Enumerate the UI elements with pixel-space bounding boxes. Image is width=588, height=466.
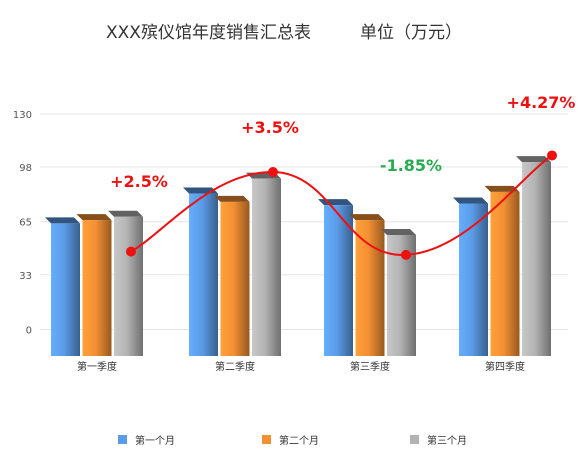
category-label: 第四季度 bbox=[485, 360, 525, 373]
trend-point bbox=[268, 167, 278, 178]
trend-point bbox=[547, 150, 557, 161]
y-tick-label: 130 bbox=[13, 110, 32, 121]
trend-point bbox=[126, 246, 136, 257]
bar bbox=[108, 210, 143, 356]
legend-swatch-2 bbox=[262, 435, 271, 444]
label-layer: +2.5% +3.5% -1.85% +4.27% bbox=[110, 93, 575, 191]
bar bbox=[246, 172, 281, 356]
category-label: 第三季度 bbox=[350, 360, 390, 373]
y-tick-label: 33 bbox=[19, 271, 32, 282]
trend-layer bbox=[126, 150, 557, 260]
bar bbox=[381, 229, 416, 356]
change-label: -1.85% bbox=[380, 156, 442, 175]
bar bbox=[484, 185, 520, 356]
unit-label: 单位（万元） bbox=[360, 23, 462, 43]
bar bbox=[76, 214, 112, 356]
bar bbox=[183, 187, 218, 356]
legend-label-1: 第一个月 bbox=[135, 436, 175, 447]
legend-swatch-3 bbox=[410, 435, 419, 444]
bar bbox=[453, 197, 488, 356]
bar bbox=[516, 156, 551, 356]
change-label: +3.5% bbox=[241, 118, 299, 137]
legend-swatch-1 bbox=[118, 435, 127, 444]
legend-item-2: 第二个月 bbox=[262, 432, 319, 447]
legend-item-1: 第一个月 bbox=[118, 432, 175, 447]
category-label: 第一季度 bbox=[77, 360, 117, 373]
change-label: +2.5% bbox=[110, 172, 168, 191]
trend-line bbox=[130, 154, 553, 256]
y-tick-label: 65 bbox=[19, 218, 32, 229]
chart-title: XXX殡仪馆年度销售汇总表 bbox=[106, 23, 311, 43]
legend-label-2: 第二个月 bbox=[279, 436, 319, 447]
bar bbox=[214, 195, 250, 356]
y-tick-label: 98 bbox=[19, 163, 32, 174]
y-tick-label: 0 bbox=[26, 325, 32, 336]
category-label: 第二季度 bbox=[215, 360, 255, 373]
trend-point bbox=[401, 249, 411, 260]
legend-label-3: 第三个月 bbox=[427, 436, 467, 447]
legend-item-3: 第三个月 bbox=[410, 432, 467, 447]
bar bbox=[349, 214, 385, 356]
change-label: +4.27% bbox=[507, 93, 576, 112]
bar-layer: 第一季度 第二季度 第三季度 第四季度 bbox=[45, 156, 551, 373]
bar bbox=[318, 199, 353, 356]
bar bbox=[45, 217, 80, 356]
